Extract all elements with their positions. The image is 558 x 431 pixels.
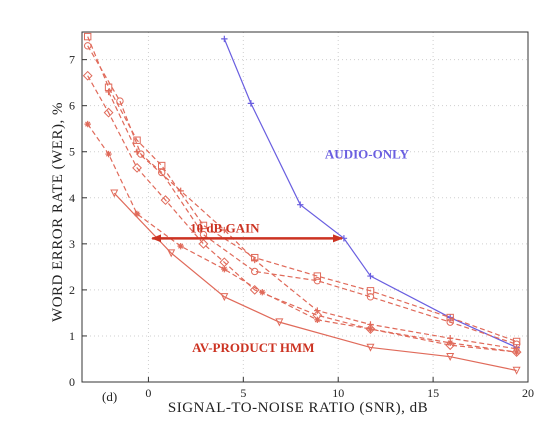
data-point: [116, 97, 124, 105]
data-point: [167, 249, 176, 258]
y-axis-label: WORD ERROR RATE (WER), %: [50, 102, 66, 322]
y-tick-label: 6: [69, 99, 75, 113]
x-tick-label: 20: [522, 386, 534, 400]
series-line: [87, 123, 517, 353]
series-line: [113, 192, 517, 372]
data-point: [513, 348, 520, 356]
data-point: [160, 195, 171, 205]
annotation-label: 10 dB GAIN: [190, 220, 260, 235]
axis-ticks: 0 5 10 15 20 0 1 2 3 4 5 6 7: [69, 53, 534, 400]
data-point: [512, 366, 521, 375]
series-2: [110, 189, 521, 375]
data-point: [511, 347, 522, 357]
y-tick-label: 0: [69, 375, 75, 389]
data-point: [177, 187, 184, 195]
data-point: [221, 226, 228, 234]
series-3: [83, 32, 521, 346]
annotation-label: AUDIO-ONLY: [325, 147, 410, 162]
data-point: [83, 32, 92, 41]
series-line: [108, 91, 517, 350]
data-point: [158, 161, 166, 170]
y-tick-label: 2: [69, 283, 75, 297]
data-point: [367, 272, 374, 280]
data-point: [82, 70, 93, 81]
panel-label: (d): [102, 389, 117, 404]
data-point: [247, 100, 255, 107]
data-point: [313, 272, 322, 280]
x-axis-label: SIGNAL-TO-NOISE RATIO (SNR), dB: [168, 400, 428, 416]
data-point: [105, 88, 112, 96]
data-point: [446, 339, 454, 347]
series-6: [82, 70, 522, 357]
data-point: [199, 221, 208, 230]
data-point: [103, 107, 114, 118]
data-point: [259, 288, 266, 296]
data-point: [446, 352, 455, 361]
data-point: [133, 210, 141, 218]
data-point: [221, 265, 228, 273]
data-point: [251, 267, 259, 276]
series-lines: [82, 32, 522, 375]
series-1: [221, 35, 520, 351]
data-point: [366, 293, 375, 301]
data-point: [110, 189, 119, 198]
data-point: [220, 293, 229, 302]
data-point: [275, 318, 284, 327]
y-tick-label: 7: [69, 53, 75, 67]
series-line: [87, 75, 517, 353]
data-point: [133, 148, 141, 155]
data-point: [446, 313, 454, 322]
x-tick-label: 0: [145, 386, 151, 400]
series-line: [87, 36, 517, 343]
data-point: [366, 343, 375, 352]
data-point: [367, 325, 374, 333]
data-point: [446, 318, 454, 326]
data-point: [512, 337, 521, 346]
data-point: [314, 316, 321, 324]
y-tick-label: 4: [69, 191, 75, 205]
data-point: [84, 120, 91, 128]
data-point: [158, 168, 166, 177]
y-tick-label: 1: [69, 329, 75, 343]
annotations: AUDIO-ONLY 10 dB GAIN AV-PRODUCT HMM: [151, 147, 410, 355]
x-tick-label: 10: [332, 386, 344, 400]
annotation-label: AV-PRODUCT HMM: [192, 340, 314, 355]
data-point: [313, 276, 322, 285]
series-line: [87, 45, 517, 345]
series-7: [84, 120, 520, 356]
series-line: [223, 38, 517, 349]
plot-frame: [81, 31, 529, 383]
series-5: [105, 88, 520, 353]
data-point: [177, 242, 184, 250]
data-point: [251, 256, 258, 264]
data-point: [83, 42, 92, 50]
data-point: [221, 35, 228, 43]
data-point: [198, 238, 209, 249]
data-point: [249, 284, 260, 295]
data-point: [297, 201, 304, 208]
y-tick-label: 5: [69, 145, 75, 159]
data-point: [133, 136, 141, 144]
y-tick-label: 3: [69, 237, 75, 251]
x-tick-label: 5: [240, 386, 246, 400]
series-4: [83, 42, 521, 348]
data-point: [105, 150, 112, 158]
data-point: [132, 162, 142, 173]
x-tick-label: 15: [427, 386, 439, 400]
data-point: [365, 324, 376, 334]
